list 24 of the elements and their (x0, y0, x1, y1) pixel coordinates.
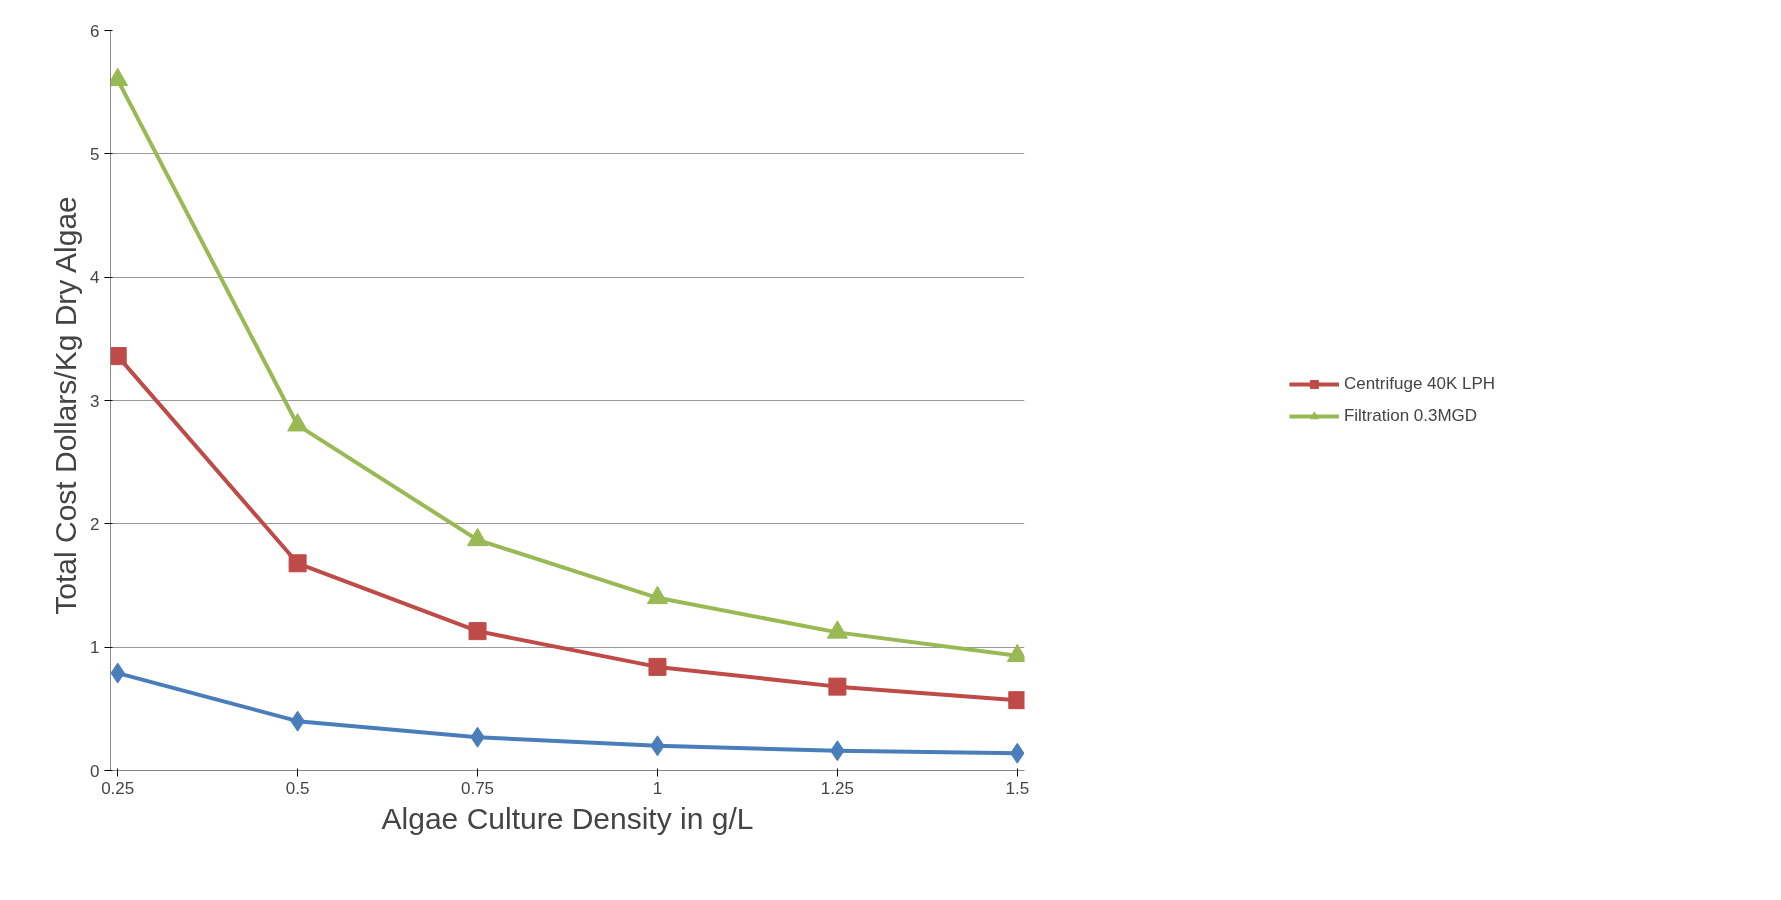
point (828, 677, 847, 696)
x-tick-label: 0.25 (101, 778, 135, 798)
point (287, 413, 309, 432)
y-tick-label: 4 (90, 268, 100, 288)
point (468, 622, 487, 641)
point (288, 554, 307, 573)
x-tick-label: 1 (652, 778, 663, 798)
x-tick-label: 0.75 (461, 778, 495, 798)
y-tick-label: 2 (90, 514, 100, 534)
y-tick-label: 5 (90, 144, 100, 164)
y-tick-label: 1 (90, 638, 100, 658)
x-tick-label: 1.25 (820, 778, 854, 798)
legend-label: Centrifuge 40K LPH (1343, 374, 1496, 394)
point (648, 657, 667, 676)
x-tick-label: 0.5 (285, 778, 310, 798)
x-tick-label: 1.5 (1005, 778, 1030, 798)
y-tick-label: 6 (90, 21, 100, 41)
point (467, 527, 489, 547)
point (1008, 691, 1025, 710)
y-tick-label: 3 (90, 391, 100, 411)
y-tick-label: 0 (90, 761, 100, 781)
y-axis-title: Total Cost Dollars/Kg Dry Algae (49, 196, 83, 615)
x-axis-title: Algae Culture Density in g/L (381, 801, 754, 835)
legend-label: Filtration 0.3MGD (1343, 406, 1478, 426)
